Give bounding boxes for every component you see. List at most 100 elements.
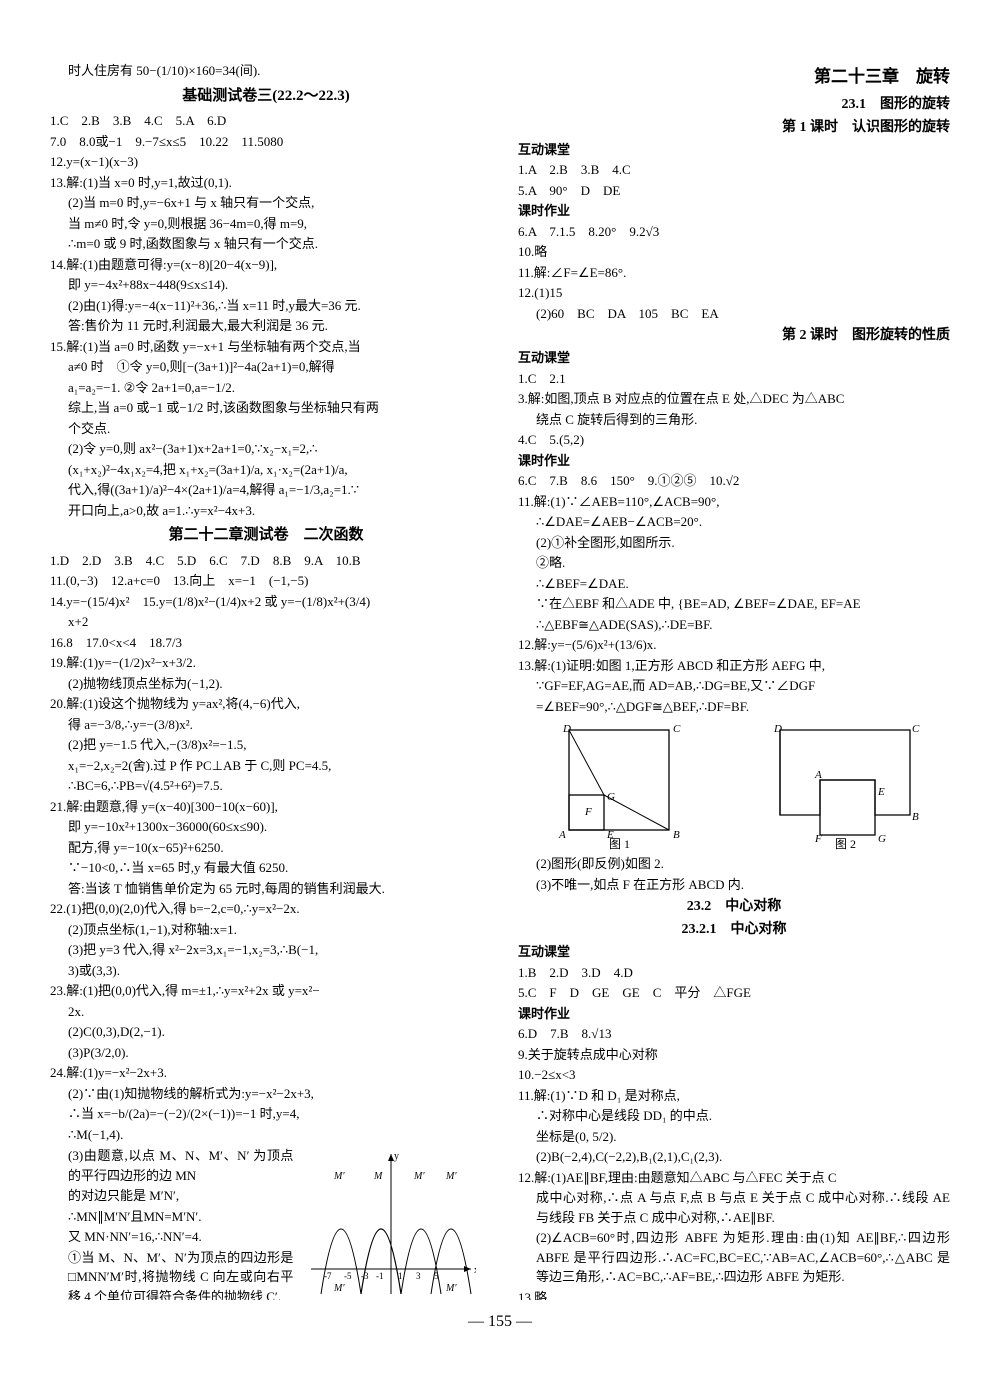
- svg-text:图 1: 图 1: [609, 837, 630, 850]
- s21i: (2)B(−2,4),C(−2,2),B₁(2,1),C₁(2,3).: [518, 1147, 950, 1167]
- svg-text:5: 5: [434, 1271, 439, 1281]
- top-line: 时人住房有 50−(1/10)×160=34(间).: [50, 61, 482, 81]
- q15g: (x₁+x₂)²−4x₁x₂=4,把 x₁+x₂=(3a+1)/a, x₁·x₂…: [50, 460, 482, 480]
- l2m: 12.解:y=−(5/6)x²+(13/6)x.: [518, 635, 950, 655]
- s21b: 5.C F D GE GE C 平分 △FGE: [518, 983, 950, 1003]
- s2q21c: 配方,得 y=−10(x−65)²+6250.: [50, 838, 482, 858]
- svg-text:F: F: [814, 833, 822, 845]
- s21-label2: 课时作业: [518, 1004, 950, 1024]
- section2-title: 第二十二章测试卷 二次函数: [50, 524, 482, 547]
- page-number: — 155 —: [50, 1310, 950, 1334]
- s2q21d: ∵−10<0,∴当 x=65 时,y 有最大值 6250.: [50, 858, 482, 878]
- s2q20c: (2)把 y=−1.5 代入,−(3/8)x²=−1.5,: [50, 735, 482, 755]
- l1b: 5.A 90° D DE: [518, 181, 950, 201]
- sec2: 23.2 中心对称: [518, 896, 950, 917]
- s2q24g: ∴MN∥M′N′且MN=M′N′.: [50, 1207, 293, 1227]
- svg-text:-5: -5: [344, 1271, 352, 1281]
- svg-text:M′: M′: [445, 1171, 457, 1182]
- s2q21b: 即 y=−10x²+1300x−36000(60≤x≤90).: [50, 817, 482, 837]
- svg-text:-1: -1: [376, 1271, 384, 1281]
- q14b: 即 y=−4x²+88x−448(9≤x≤14).: [50, 275, 482, 295]
- svg-text:-3: -3: [361, 1271, 369, 1281]
- figure-1: D C A B G E F 图 1: [549, 720, 699, 850]
- svg-text:1: 1: [398, 1271, 403, 1281]
- right-column: 第二十三章 旋转 23.1 图形的旋转 第 1 课时 认识图形的旋转 互动课堂 …: [510, 60, 950, 1300]
- s21m: 13.略.: [518, 1288, 950, 1301]
- parabola-graph: x y M′ M M′ M′ -7 -5 -3: [306, 1149, 476, 1299]
- svg-text:y: y: [394, 1151, 399, 1162]
- q13c: 当 m≠0 时,令 y=0,则根据 36−4m=0,得 m=9,: [50, 214, 482, 234]
- s2q24b: (2)∵由(1)知抛物线的解析式为:y=−x²−2x+3,: [50, 1084, 482, 1104]
- svg-text:图 2: 图 2: [835, 837, 856, 850]
- l2-label2: 课时作业: [518, 451, 950, 471]
- l2e: 6.C 7.B 8.6 150° 9.①②⑤ 10.√2: [518, 471, 950, 491]
- svg-text:A: A: [558, 829, 566, 841]
- svg-text:3: 3: [416, 1271, 421, 1281]
- l1-label2: 课时作业: [518, 201, 950, 221]
- sec21: 23.2.1 中心对称: [518, 919, 950, 940]
- s21-label1: 互动课堂: [518, 942, 950, 962]
- svg-text:-7: -7: [324, 1271, 332, 1281]
- s2q20: 20.解:(1)设这个抛物线为 y=ax²,将(4,−6)代入,: [50, 694, 482, 714]
- s2q24d: ∴M(−1,4).: [50, 1125, 482, 1145]
- s21j: 12.解:(1)AE∥BF,理由:由题意知△ABC 与△FEC 关于点 C: [518, 1168, 950, 1188]
- svg-text:M′: M′: [333, 1171, 345, 1182]
- s21k: 成中心对称,∴点 A 与点 F,点 B 与点 E 关于点 C 成中心对称.∴线段…: [518, 1188, 950, 1227]
- q13d: ∴m=0 或 9 时,函数图象与 x 轴只有一个交点.: [50, 234, 482, 254]
- left-column: 时人住房有 50−(1/10)×160=34(间). 基础测试卷三(22.2～2…: [50, 60, 490, 1300]
- l1d: 10.略: [518, 242, 950, 262]
- s2q22c: (3)把 y=3 代入,得 x²−2x=3,x₁=−1,x₂=3,∴B(−1,: [50, 940, 482, 960]
- svg-text:M′: M′: [445, 1283, 457, 1294]
- s21l: (2)∠ACB=60°时,四边形 ABFE 为矩形.理由:由(1)知 AE∥BF…: [518, 1228, 950, 1287]
- q15f: (2)令 y=0,则 ax²−(3a+1)x+2a+1=0,∵x₂−x₁=2,∴: [50, 439, 482, 459]
- s21c: 6.D 7.B 8.√13: [518, 1024, 950, 1044]
- l1e: 11.解:∠F=∠E=86°.: [518, 263, 950, 283]
- svg-text:B: B: [912, 811, 919, 823]
- l2r: (3)不唯一,如点 F 在正方形 ABCD 内.: [518, 875, 950, 895]
- svg-text:C: C: [912, 723, 920, 735]
- l2p: =∠BEF=90°,∴△DGF≅△BEF,∴DF=BF.: [518, 697, 950, 717]
- lesson1: 第 1 课时 认识图形的旋转: [518, 117, 950, 138]
- svg-text:F: F: [584, 806, 592, 818]
- s2q19: 19.解:(1)y=−(1/2)x²−x+3/2.: [50, 653, 482, 673]
- s2q24: 24.解:(1)y=−x²−2x+3.: [50, 1063, 482, 1083]
- q15c: a₁=a₂=−1. ②令 2a+1=0,a=−1/2.: [50, 378, 482, 398]
- l1c: 6.A 7.1.5 8.20° 9.2√3: [518, 222, 950, 242]
- l1a: 1.A 2.B 3.B 4.C: [518, 160, 950, 180]
- svg-text:D: D: [773, 723, 782, 735]
- l1g: (2)60 BC DA 105 BC EA: [518, 304, 950, 324]
- s21a: 1.B 2.D 3.D 4.D: [518, 963, 950, 983]
- sec1: 23.1 图形的旋转: [518, 94, 950, 115]
- s2q19b: (2)抛物线顶点坐标为(−1,2).: [50, 674, 482, 694]
- s2q23: 23.解:(1)把(0,0)代入,得 m=±1,∴y=x²+2x 或 y=x²−: [50, 981, 482, 1001]
- q14: 14.解:(1)由题意可得:y=(x−8)[20−4(x−9)],: [50, 255, 482, 275]
- lesson2: 第 2 课时 图形旋转的性质: [518, 325, 950, 346]
- q15e: 个交点.: [50, 419, 482, 439]
- s2q23d: (3)P(3/2,0).: [50, 1043, 482, 1063]
- figure-2: D C A B E F G 图 2: [760, 720, 920, 850]
- q14d: 答:售价为 11 元时,利润最大,最大利润是 36 元.: [50, 316, 482, 336]
- q15i: 开口向上,a>0,故 a=1.∴y=x²−4x+3.: [50, 501, 482, 521]
- q15d: 综上,当 a=0 或−1 或−1/2 时,该函数图象与坐标轴只有两: [50, 398, 482, 418]
- s2q20e: ∴BC=6,∴PB=√(4.5²+6²)=7.5.: [50, 776, 482, 796]
- q1: 1.C 2.B 3.B 4.C 5.A 6.D: [50, 111, 482, 131]
- l2j: ∴∠BEF=∠DAE.: [518, 574, 950, 594]
- l2n: 13.解:(1)证明:如图 1,正方形 ABCD 和正方形 AEFG 中,: [518, 656, 950, 676]
- s2q22d: 3)或(3,3).: [50, 961, 482, 981]
- l2-label1: 互动课堂: [518, 348, 950, 368]
- svg-text:C: C: [673, 723, 681, 735]
- l2c: 绕点 C 旋转后得到的三角形.: [518, 410, 950, 430]
- s2q14b: x+2: [50, 612, 482, 632]
- s21g: ∴对称中心是线段 DD₁ 的中点.: [518, 1106, 950, 1126]
- s2q23b: 2x.: [50, 1002, 482, 1022]
- l2g: ∴∠DAE=∠AEB−∠ACB=20°.: [518, 512, 950, 532]
- s21f: 11.解:(1)∵D 和 D₁ 是对称点,: [518, 1086, 950, 1106]
- l2d: 4.C 5.(5,2): [518, 430, 950, 450]
- svg-text:E: E: [877, 786, 885, 798]
- svg-text:x: x: [474, 1265, 476, 1276]
- q15b: a≠0 时 ①令 y=0,则[−(3a+1)]²−4a(2a+1)=0,解得: [50, 357, 482, 377]
- s2q24h: 又 MN·NN′=16,∴NN′=4.: [50, 1227, 293, 1247]
- s2q23c: (2)C(0,3),D(2,−1).: [50, 1022, 482, 1042]
- svg-text:G: G: [878, 833, 886, 845]
- l2b: 3.解:如图,顶点 B 对应点的位置在点 E 处,△DEC 为△ABC: [518, 389, 950, 409]
